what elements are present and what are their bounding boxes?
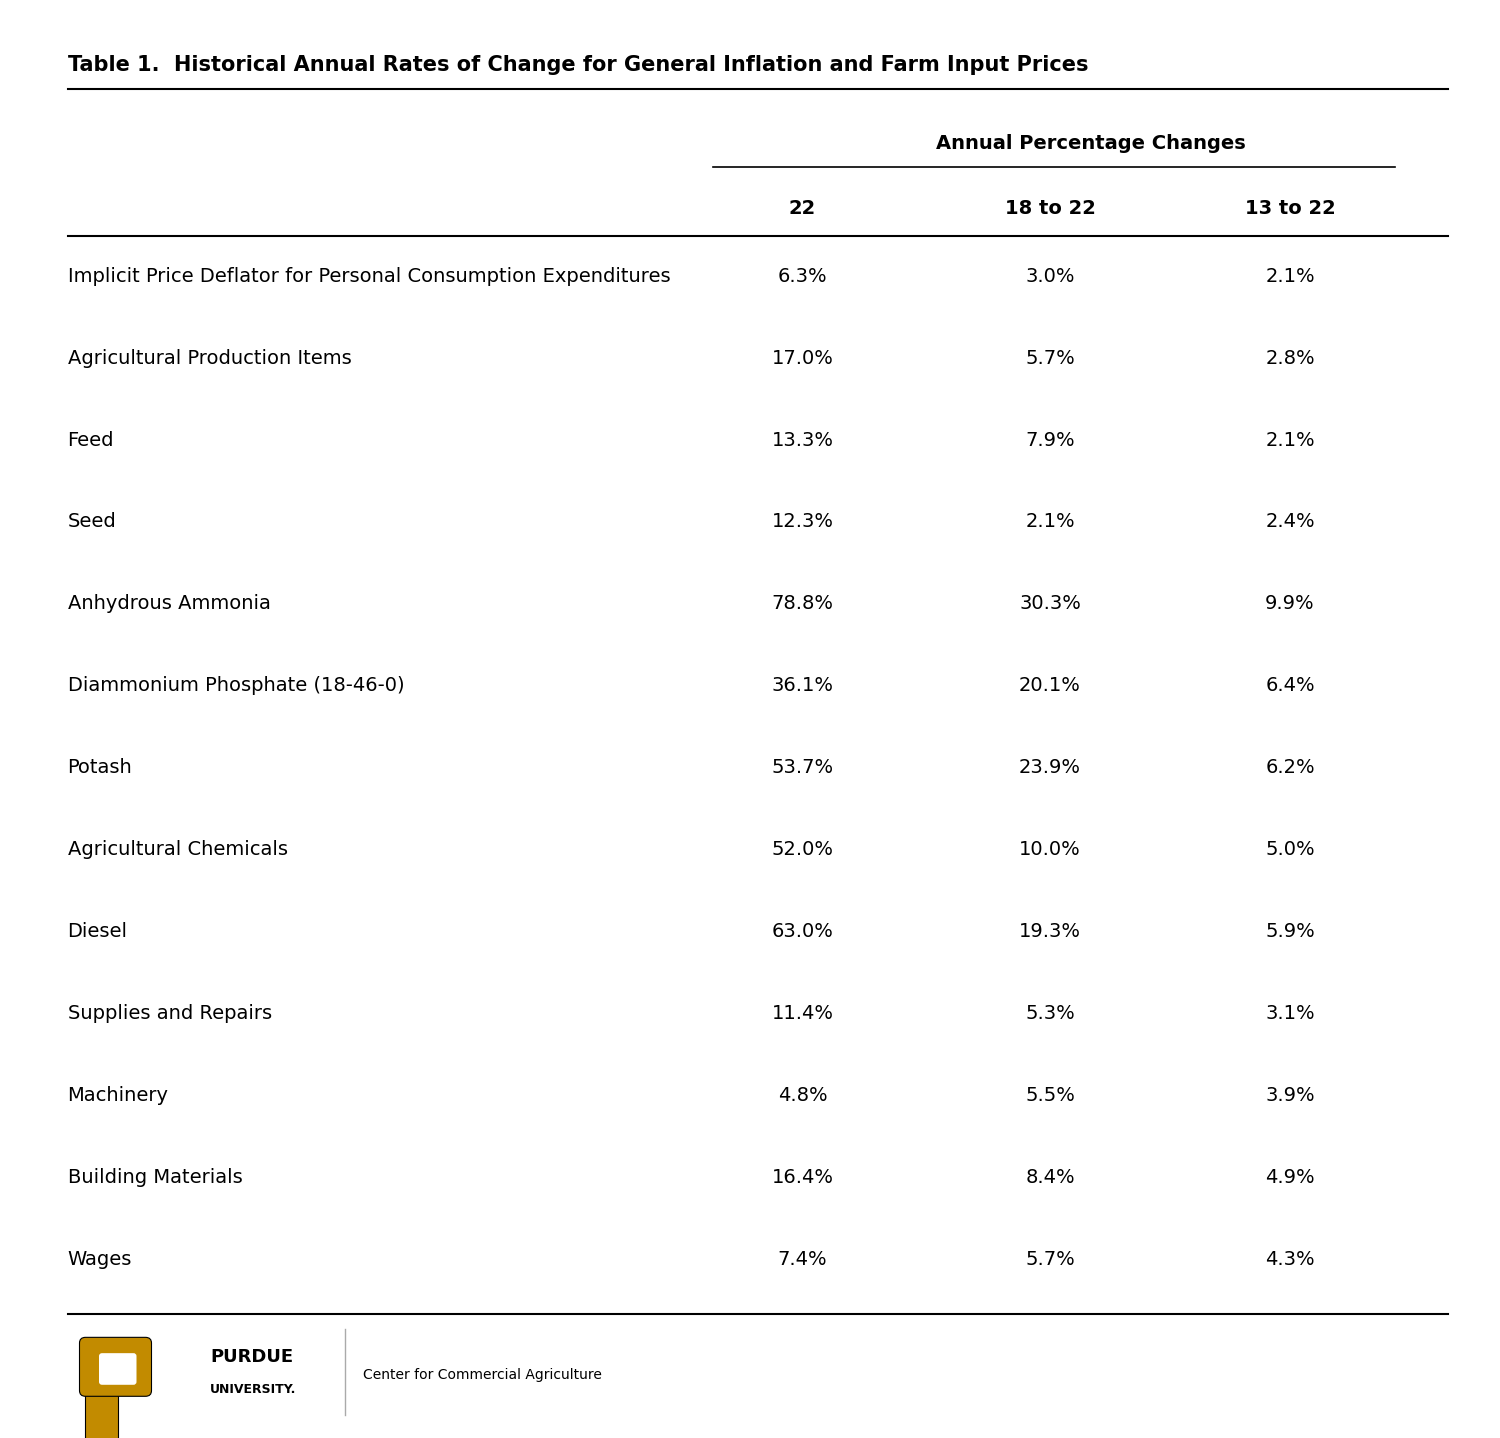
- Text: 3.0%: 3.0%: [1026, 266, 1074, 286]
- Text: Machinery: Machinery: [68, 1086, 168, 1106]
- Text: 7.4%: 7.4%: [777, 1250, 828, 1270]
- Text: Feed: Feed: [68, 430, 114, 450]
- Text: 2.1%: 2.1%: [1264, 266, 1316, 286]
- Text: 2.1%: 2.1%: [1024, 512, 1075, 532]
- Text: 36.1%: 36.1%: [771, 676, 834, 696]
- Text: Agricultural Chemicals: Agricultural Chemicals: [68, 840, 288, 860]
- Text: Table 1.  Historical Annual Rates of Change for General Inflation and Farm Input: Table 1. Historical Annual Rates of Chan…: [68, 55, 1088, 75]
- Text: 6.2%: 6.2%: [1264, 758, 1316, 778]
- Text: 5.7%: 5.7%: [1024, 1250, 1075, 1270]
- Text: Potash: Potash: [68, 758, 132, 778]
- Text: 23.9%: 23.9%: [1019, 758, 1082, 778]
- Text: 3.1%: 3.1%: [1264, 1004, 1316, 1024]
- Text: Agricultural Production Items: Agricultural Production Items: [68, 348, 351, 368]
- Text: 5.5%: 5.5%: [1024, 1086, 1075, 1106]
- Text: 11.4%: 11.4%: [771, 1004, 834, 1024]
- Text: 8.4%: 8.4%: [1024, 1168, 1075, 1188]
- Text: 63.0%: 63.0%: [771, 922, 834, 942]
- Text: 9.9%: 9.9%: [1264, 594, 1316, 614]
- Text: UNIVERSITY.: UNIVERSITY.: [210, 1382, 297, 1396]
- Text: 17.0%: 17.0%: [771, 348, 834, 368]
- Text: 13.3%: 13.3%: [771, 430, 834, 450]
- Text: Anhydrous Ammonia: Anhydrous Ammonia: [68, 594, 270, 614]
- Text: 13 to 22: 13 to 22: [1245, 198, 1335, 219]
- Text: Supplies and Repairs: Supplies and Repairs: [68, 1004, 272, 1024]
- Text: 22: 22: [789, 198, 816, 219]
- Text: 6.3%: 6.3%: [777, 266, 828, 286]
- Text: 5.0%: 5.0%: [1264, 840, 1316, 860]
- Text: 2.4%: 2.4%: [1264, 512, 1316, 532]
- Text: 19.3%: 19.3%: [1019, 922, 1082, 942]
- Text: 10.0%: 10.0%: [1019, 840, 1082, 860]
- FancyBboxPatch shape: [99, 1353, 136, 1385]
- Text: 3.9%: 3.9%: [1264, 1086, 1316, 1106]
- Text: Diammonium Phosphate (18-46-0): Diammonium Phosphate (18-46-0): [68, 676, 404, 696]
- Text: 5.7%: 5.7%: [1024, 348, 1075, 368]
- Text: Annual Percentage Changes: Annual Percentage Changes: [936, 134, 1246, 154]
- FancyBboxPatch shape: [80, 1337, 152, 1396]
- Text: 18 to 22: 18 to 22: [1005, 198, 1095, 219]
- Text: Center for Commercial Agriculture: Center for Commercial Agriculture: [363, 1368, 602, 1382]
- Text: Diesel: Diesel: [68, 922, 128, 942]
- Text: 12.3%: 12.3%: [771, 512, 834, 532]
- Text: 6.4%: 6.4%: [1264, 676, 1316, 696]
- Text: 78.8%: 78.8%: [771, 594, 834, 614]
- Text: 53.7%: 53.7%: [771, 758, 834, 778]
- Text: Building Materials: Building Materials: [68, 1168, 243, 1188]
- Text: 16.4%: 16.4%: [771, 1168, 834, 1188]
- Text: 2.1%: 2.1%: [1264, 430, 1316, 450]
- Text: 7.9%: 7.9%: [1024, 430, 1075, 450]
- Text: 20.1%: 20.1%: [1019, 676, 1082, 696]
- Text: Implicit Price Deflator for Personal Consumption Expenditures: Implicit Price Deflator for Personal Con…: [68, 266, 670, 286]
- Text: PURDUE: PURDUE: [210, 1349, 292, 1366]
- Text: Seed: Seed: [68, 512, 117, 532]
- Text: 30.3%: 30.3%: [1019, 594, 1082, 614]
- Text: 5.3%: 5.3%: [1024, 1004, 1075, 1024]
- Text: Wages: Wages: [68, 1250, 132, 1270]
- Bar: [86, 1340, 118, 1438]
- Text: 4.8%: 4.8%: [777, 1086, 828, 1106]
- Text: 4.3%: 4.3%: [1264, 1250, 1316, 1270]
- Text: 52.0%: 52.0%: [771, 840, 834, 860]
- Text: 2.8%: 2.8%: [1264, 348, 1316, 368]
- Text: 5.9%: 5.9%: [1264, 922, 1316, 942]
- Text: 4.9%: 4.9%: [1264, 1168, 1316, 1188]
